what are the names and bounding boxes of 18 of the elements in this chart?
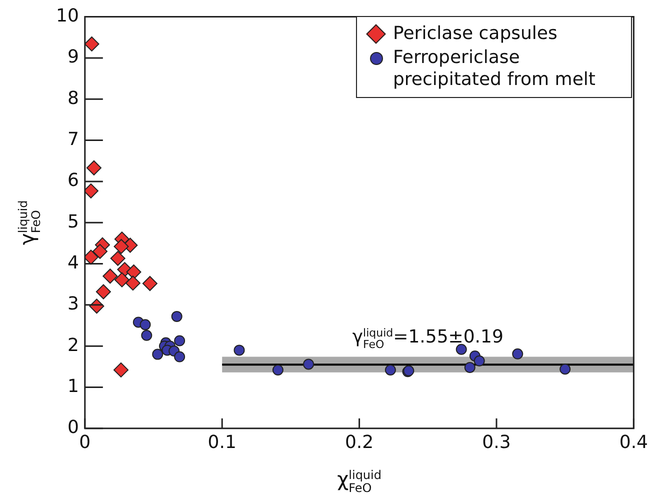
x-tick-label: 0.4: [619, 432, 648, 453]
x-tick-label: 0.1: [208, 432, 236, 453]
y-tick-label: 4: [67, 252, 79, 274]
y-tick-label: 0: [67, 417, 79, 438]
y-tick-label: 6: [67, 170, 79, 192]
x-tick-label: 0.2: [344, 432, 374, 453]
y-tick-label: 1: [67, 376, 79, 397]
y-tick-label: 3: [67, 294, 79, 315]
legend-label: Periclase capsules: [393, 23, 558, 45]
y-tick-label: 10: [56, 5, 79, 26]
y-tick-label: 7: [67, 128, 79, 150]
y-tick-label: 9: [67, 46, 79, 68]
y-tick-label: 5: [67, 211, 79, 232]
x-tick-label: 0.3: [482, 432, 511, 453]
y-axis-title: γliquidFeO: [15, 200, 43, 245]
y-tick-label: 2: [67, 334, 79, 356]
legend-label: Ferropericlase precipitated from melt: [393, 47, 596, 91]
y-tick-label: 8: [67, 88, 79, 109]
